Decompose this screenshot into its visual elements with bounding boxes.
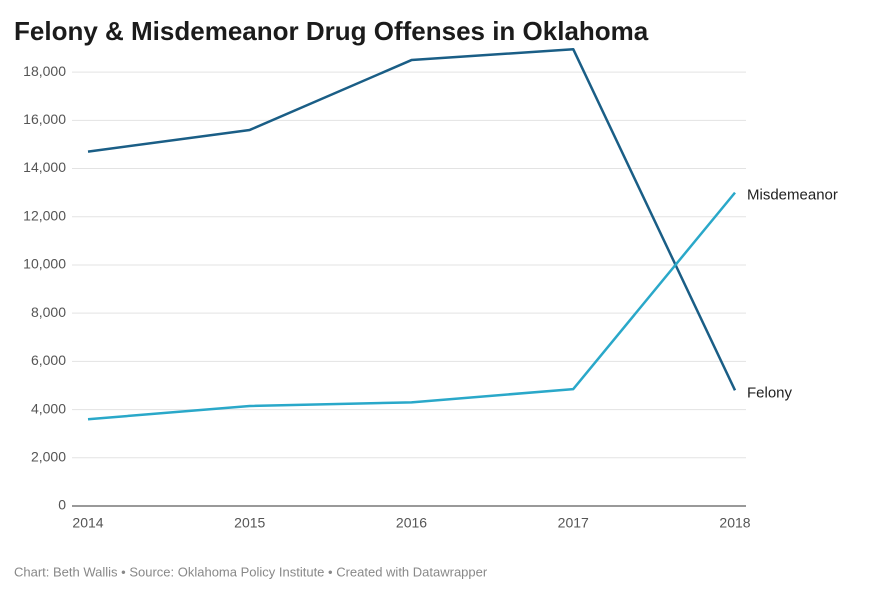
source-note: Chart: Beth Wallis • Source: Oklahoma Po… xyxy=(14,564,488,579)
y-tick-label: 12,000 xyxy=(23,207,66,223)
series-line xyxy=(87,47,737,391)
series-line xyxy=(87,191,736,421)
chart-title: Felony & Misdemeanor Drug Offenses in Ok… xyxy=(14,16,649,46)
series-label: Misdemeanor xyxy=(747,187,838,204)
y-tick-label: 10,000 xyxy=(23,256,66,272)
y-tick-label: 16,000 xyxy=(23,111,66,127)
y-tick-label: 2,000 xyxy=(31,448,66,464)
y-tick-label: 4,000 xyxy=(31,400,66,416)
x-tick-label: 2014 xyxy=(72,515,103,531)
y-tick-label: 8,000 xyxy=(31,304,66,320)
x-tick-label: 2016 xyxy=(396,515,427,531)
y-tick-label: 18,000 xyxy=(23,63,66,79)
y-tick-label: 14,000 xyxy=(23,159,66,175)
y-tick-label: 6,000 xyxy=(31,352,66,368)
x-tick-label: 2017 xyxy=(558,515,589,531)
series-label: Felony xyxy=(747,384,793,401)
x-tick-label: 2015 xyxy=(234,515,265,531)
x-tick-label: 2018 xyxy=(719,515,750,531)
y-tick-label: 0 xyxy=(58,497,66,513)
